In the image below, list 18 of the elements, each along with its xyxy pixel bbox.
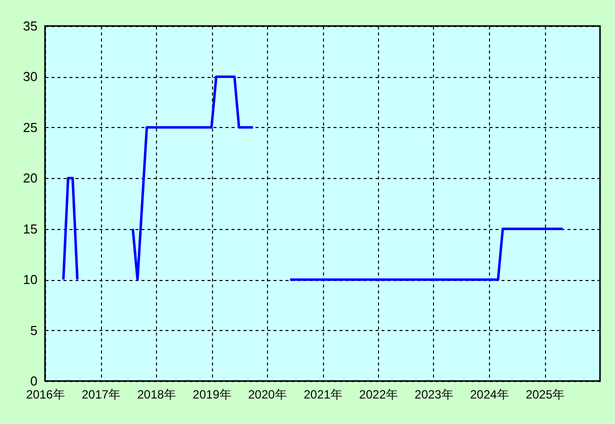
y-tick-label: 5	[30, 322, 38, 338]
x-tick-label: 2016年	[26, 388, 65, 402]
y-tick-label: 30	[23, 69, 38, 84]
x-tick-label: 2024年	[470, 388, 509, 402]
y-tick-label: 0	[30, 374, 38, 388]
y-tick-label: 20	[23, 170, 38, 186]
x-tick-label: 2019年	[192, 388, 232, 402]
y-tick-label: 10	[23, 272, 38, 288]
x-tick-label: 2020年	[248, 388, 287, 402]
y-tick-label: 35	[23, 18, 38, 34]
y-tick-label: 25	[23, 120, 38, 135]
x-tick-label: 2025年	[526, 388, 564, 402]
x-tick-label: 2021年	[304, 388, 342, 402]
x-tick-label: 2023年	[414, 388, 454, 402]
y-tick-label: 15	[23, 221, 38, 236]
x-tick-label: 2022年	[359, 388, 398, 402]
x-tick-label: 2018年	[137, 388, 176, 402]
x-tick-label: 2017年	[82, 388, 120, 402]
